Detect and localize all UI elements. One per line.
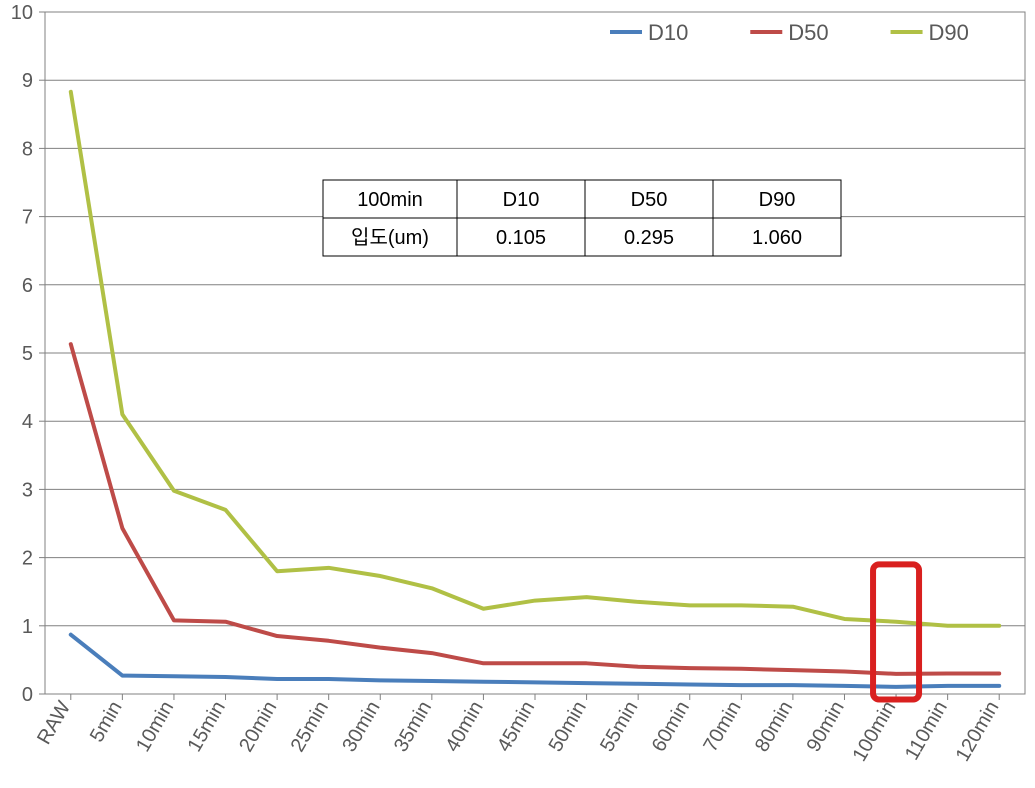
x-tick-label: 45min [493, 698, 539, 756]
x-tick-label: 50min [545, 698, 591, 756]
table-cell: D50 [631, 189, 668, 211]
y-tick-label: 8 [22, 138, 33, 160]
x-tick-label: RAW [33, 697, 75, 748]
x-tick-label: 60min [648, 698, 694, 756]
x-tick-label: 90min [803, 698, 849, 756]
x-tick-label: 80min [751, 698, 797, 756]
y-tick-label: 2 [22, 548, 33, 570]
chart-svg: 012345678910RAW5min10min15min20min25min3… [0, 0, 1035, 783]
x-tick-label: 15min [184, 698, 230, 756]
table-cell: 1.060 [752, 227, 802, 249]
legend-label-d50: D50 [788, 20, 828, 45]
table-cell: 100min [357, 189, 423, 211]
legend-label-d10: D10 [648, 20, 688, 45]
x-tick-label: 55min [596, 698, 642, 756]
y-tick-label: 9 [22, 70, 33, 92]
y-tick-label: 6 [22, 275, 33, 297]
y-tick-label: 5 [22, 343, 33, 365]
x-tick-label: 5min [86, 698, 127, 747]
x-tick-label: 25min [287, 698, 333, 756]
x-tick-label: 100min [849, 698, 901, 766]
x-tick-label: 30min [338, 698, 384, 756]
table-cell: 입도(um) [351, 226, 429, 249]
y-tick-label: 4 [22, 411, 33, 433]
y-tick-label: 10 [11, 2, 33, 24]
y-tick-label: 0 [22, 684, 33, 706]
line-chart: 012345678910RAW5min10min15min20min25min3… [0, 0, 1035, 783]
table-cell: 0.105 [496, 227, 546, 249]
x-tick-label: 10min [132, 698, 178, 756]
x-tick-label: 40min [441, 698, 487, 756]
y-tick-label: 1 [22, 616, 33, 638]
x-tick-label: 35min [390, 698, 436, 756]
table-cell: D10 [503, 189, 540, 211]
x-tick-label: 110min [901, 698, 952, 765]
y-tick-label: 3 [22, 479, 33, 501]
y-tick-label: 7 [22, 207, 33, 229]
table-cell: 0.295 [624, 227, 674, 249]
x-tick-label: 120min [952, 697, 1004, 765]
legend-label-d90: D90 [929, 20, 969, 45]
x-tick-label: 70min [699, 698, 745, 756]
table-cell: D90 [759, 189, 796, 211]
x-tick-label: 20min [235, 698, 281, 756]
